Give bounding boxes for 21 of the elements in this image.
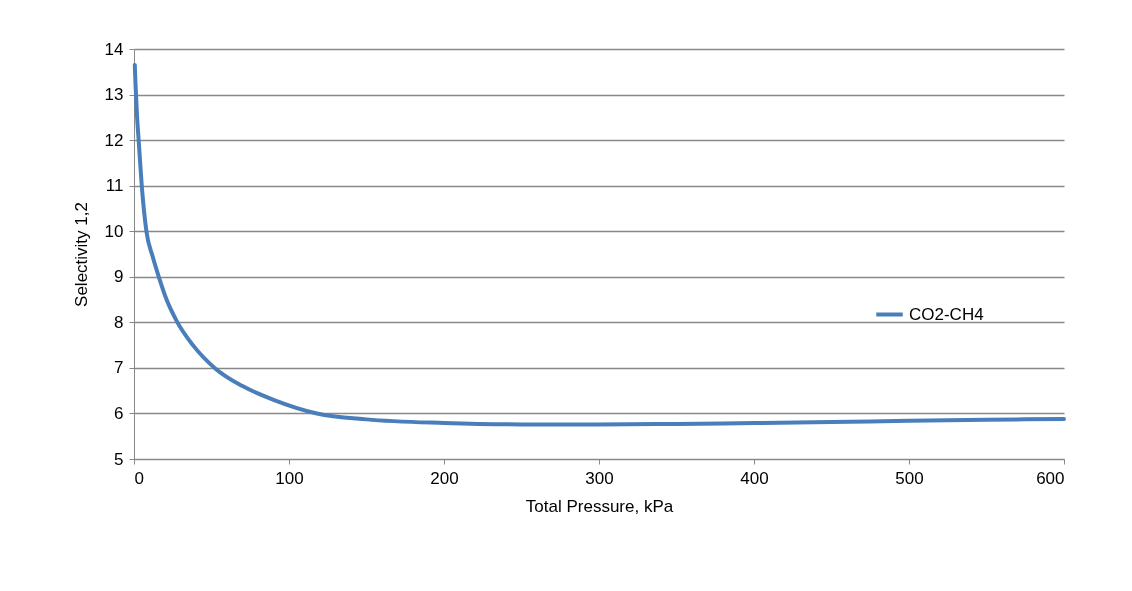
- line-series: [132, 62, 1066, 427]
- y-tick-label: 6: [114, 403, 124, 423]
- y-tick-label: 8: [114, 312, 124, 332]
- y-tick-label: 10: [104, 221, 124, 241]
- y-axis-title: Selectivity 1,2: [71, 202, 91, 307]
- x-tick-label: 300: [585, 468, 614, 488]
- x-tick-label: 0: [134, 468, 144, 488]
- y-tick-label: 7: [114, 358, 124, 378]
- y-tick-label: 14: [104, 39, 124, 59]
- x-tick-label: 100: [275, 468, 304, 488]
- x-tick-label: 500: [895, 468, 924, 488]
- y-tick-label: 11: [105, 176, 124, 196]
- x-tick-label: 400: [740, 468, 769, 488]
- y-tick-label: 9: [114, 267, 124, 287]
- y-tick-label: 13: [104, 85, 124, 105]
- legend-label: CO2-CH4: [909, 304, 984, 324]
- x-tick-label: 600: [1036, 468, 1065, 488]
- x-axis-title: Total Pressure, kPa: [525, 496, 674, 516]
- y-tick-label: 12: [104, 130, 124, 150]
- y-tick-label: 5: [114, 449, 124, 469]
- x-tick-label: 200: [430, 468, 459, 488]
